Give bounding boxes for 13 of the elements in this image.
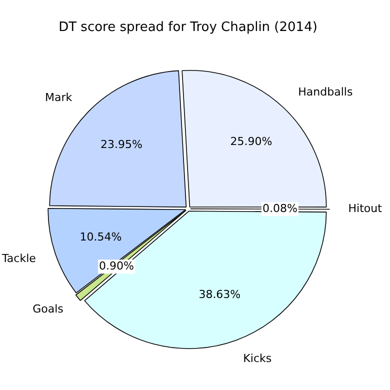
data-label: 10.54% xyxy=(80,230,122,244)
data-label: 38.63% xyxy=(198,288,241,301)
slice-label: Goals xyxy=(32,302,64,316)
slice-label: Kicks xyxy=(243,352,272,366)
slice-label: Handballs xyxy=(298,85,353,98)
data-label: 25.90% xyxy=(230,134,272,148)
slice-label: Tackle xyxy=(1,252,36,266)
data-label: 0.08% xyxy=(262,202,298,215)
slice-label: Hitout xyxy=(348,202,383,216)
chart-title: DT score spread for Troy Chaplin (2014) xyxy=(58,20,318,36)
slice-label: Mark xyxy=(44,90,73,104)
data-label: 0.90% xyxy=(99,260,134,273)
data-label: 23.95% xyxy=(100,138,142,152)
